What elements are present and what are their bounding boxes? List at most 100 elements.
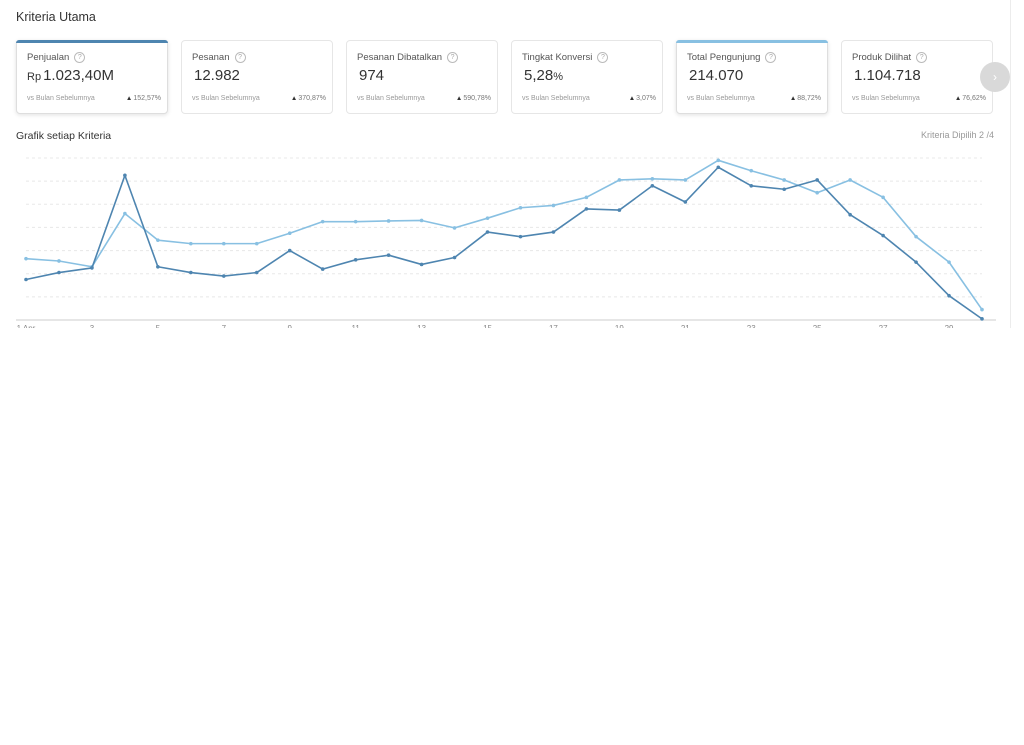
chart-title: Grafik setiap Kriteria xyxy=(16,130,112,142)
card-currency: Rp xyxy=(27,71,42,83)
x-tick-label: 1 Apr xyxy=(17,324,36,328)
data-point xyxy=(947,293,951,298)
x-tick-label: 13 xyxy=(417,324,426,328)
data-point xyxy=(221,241,226,246)
data-point xyxy=(815,190,819,195)
data-point xyxy=(518,205,523,210)
data-point xyxy=(485,216,490,220)
card-change: 3,07% xyxy=(636,95,656,102)
data-point xyxy=(90,266,94,270)
data-point xyxy=(189,241,193,246)
card-label: Pesanan xyxy=(192,52,230,63)
metric-card-produk-dilihat[interactable]: Produk Dilihat? 1.104.718 vs Bulan Sebel… xyxy=(841,40,993,114)
x-tick-label: 15 xyxy=(483,324,492,328)
data-point xyxy=(320,219,325,224)
x-tick-label: 25 xyxy=(813,324,822,328)
x-tick-label: 11 xyxy=(351,324,360,328)
triangle-up-icon: ▲ xyxy=(954,95,962,102)
data-point xyxy=(320,267,325,271)
x-tick-label: 27 xyxy=(879,324,888,328)
x-tick-label: 29 xyxy=(945,324,954,328)
card-compare: vs Bulan Sebelumnya xyxy=(852,95,920,102)
card-change: 76,62% xyxy=(962,95,986,102)
data-point xyxy=(551,203,556,208)
data-point xyxy=(419,262,424,267)
data-point xyxy=(386,253,391,257)
data-point xyxy=(551,230,556,234)
data-point xyxy=(881,233,885,238)
card-compare: vs Bulan Sebelumnya xyxy=(687,95,755,102)
data-point xyxy=(254,270,259,275)
card-label: Pesanan Dibatalkan xyxy=(357,52,443,63)
data-point xyxy=(815,178,819,182)
x-tick-label: 9 xyxy=(287,324,292,328)
data-point xyxy=(24,277,28,282)
card-value: 1.023,40M xyxy=(43,67,114,84)
card-compare: vs Bulan Sebelumnya xyxy=(192,95,260,102)
card-change: 590,78% xyxy=(463,95,491,102)
data-point xyxy=(617,208,622,212)
key-metrics-panel: Kriteria Utama Penjualan? Rp 1.023,40M vs… xyxy=(0,0,1010,328)
data-point xyxy=(914,234,918,239)
data-point xyxy=(650,177,655,181)
metric-card-pesanan-dibatalkan[interactable]: Pesanan Dibatalkan? 974 vs Bulan Sebelum… xyxy=(346,40,498,114)
data-point xyxy=(123,211,127,216)
card-compare: vs Bulan Sebelumnya xyxy=(27,95,95,102)
data-point xyxy=(881,195,885,200)
metric-card-total-pengunjung[interactable]: Total Pengunjung? 214.070 vs Bulan Sebel… xyxy=(676,40,828,114)
data-point xyxy=(848,212,852,217)
data-point xyxy=(452,255,457,260)
data-point xyxy=(980,317,984,321)
series-line-1 xyxy=(25,166,983,320)
section-title: Kriteria Utama xyxy=(16,10,96,24)
data-point xyxy=(386,219,391,223)
x-tick-label: 21 xyxy=(681,324,690,328)
triangle-up-icon: ▲ xyxy=(125,95,133,102)
panel-divider xyxy=(1010,0,1011,328)
data-point xyxy=(716,165,721,170)
x-tick-label: 3 xyxy=(90,324,95,328)
data-point xyxy=(287,231,292,236)
data-point xyxy=(353,219,358,224)
info-icon: ? xyxy=(234,52,246,63)
card-value: 12.982 xyxy=(194,67,240,84)
card-value: 5,28 xyxy=(524,67,554,84)
triangle-up-icon: ▲ xyxy=(290,95,298,102)
data-point xyxy=(914,260,918,264)
triangle-up-icon: ▲ xyxy=(628,95,636,102)
triangle-up-icon: ▲ xyxy=(455,95,463,102)
card-label: Tingkat Konversi xyxy=(522,52,593,63)
info-icon: ? xyxy=(765,52,777,63)
data-point xyxy=(57,270,61,275)
metric-card-tingkat-konversi[interactable]: Tingkat Konversi? 5,28% vs Bulan Sebelum… xyxy=(511,40,663,114)
card-compare: vs Bulan Sebelumnya xyxy=(357,95,425,102)
series-line-2 xyxy=(25,159,983,311)
selected-criteria-count[interactable]: Kriteria Dipilih 2 /4 xyxy=(920,130,994,140)
info-icon: ? xyxy=(447,52,459,63)
data-point xyxy=(980,307,984,312)
x-tick-label: 19 xyxy=(615,324,624,328)
card-compare: vs Bulan Sebelumnya xyxy=(522,95,590,102)
card-value: 974 xyxy=(359,67,385,84)
data-point xyxy=(353,258,358,262)
data-point xyxy=(584,207,589,211)
data-point xyxy=(584,195,589,200)
card-value: 214.070 xyxy=(689,67,744,84)
metric-card-penjualan[interactable]: Penjualan? Rp 1.023,40M vs Bulan Sebelumn… xyxy=(16,40,168,114)
card-label: Penjualan xyxy=(27,52,70,63)
metric-card-pesanan[interactable]: Pesanan? 12.982 vs Bulan Sebelumnya ▲370,… xyxy=(181,40,333,114)
data-point xyxy=(485,230,490,234)
data-point xyxy=(716,158,721,163)
chevron-right-icon[interactable]: › xyxy=(980,62,1010,92)
data-point xyxy=(221,274,226,278)
data-point xyxy=(156,238,160,242)
x-tick-label: 7 xyxy=(222,324,227,328)
info-icon: ? xyxy=(74,52,86,63)
data-point xyxy=(156,264,160,269)
data-point xyxy=(947,260,951,264)
info-icon: ? xyxy=(916,52,928,63)
data-point xyxy=(749,183,754,188)
data-point xyxy=(123,173,127,178)
data-point xyxy=(419,218,424,223)
data-point xyxy=(189,270,193,275)
